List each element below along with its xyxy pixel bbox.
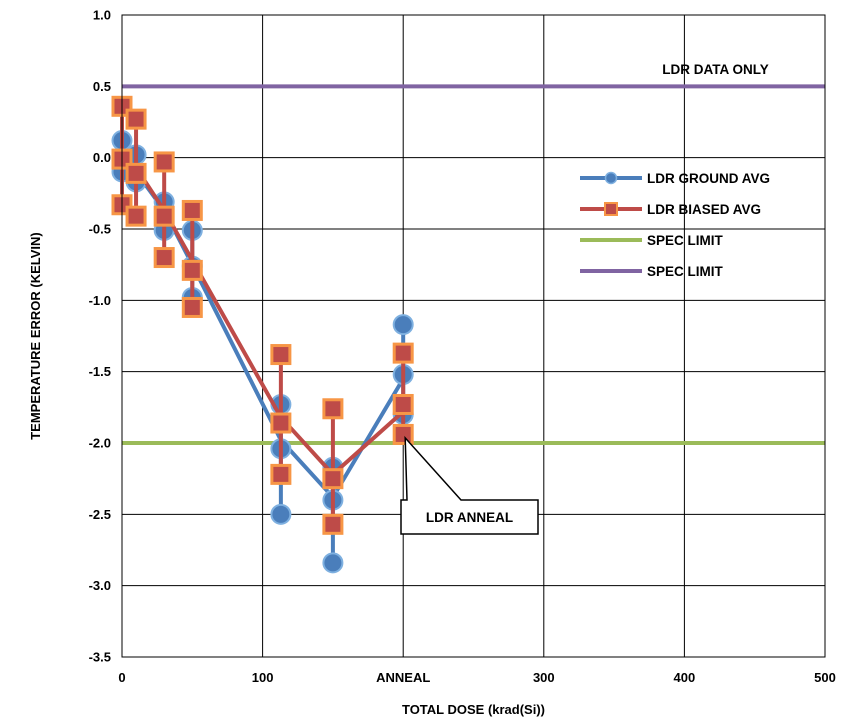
data-point (270, 463, 292, 485)
callout-box (400, 435, 539, 535)
data-point (125, 205, 147, 227)
data-point (181, 296, 203, 318)
x-tick-label: 300 (533, 670, 555, 685)
annotations: LDR DATA ONLY LDR ANNEAL (400, 62, 769, 535)
data-point (322, 398, 344, 420)
legend-item: LDR BIASED AVG (580, 202, 761, 217)
x-tick-label: ANNEAL (376, 670, 430, 685)
spec-limit-lines (122, 84, 825, 445)
data-point (270, 344, 292, 366)
data-point (181, 259, 203, 281)
y-tick-label: -3.5 (89, 650, 111, 665)
axes: 1.0 0.5 0.0 -0.5 -1.0 -1.5 -2.0 -2.5 -3.0 -3.5 0 10… (28, 8, 836, 718)
data-point (181, 199, 203, 221)
plot-frame (121, 14, 826, 658)
data-point (392, 423, 414, 445)
legend-item: LDR GROUND AVG (580, 171, 770, 186)
data-point (270, 412, 292, 434)
legend-label: SPEC LIMIT (647, 233, 724, 248)
legend: LDR GROUND AVG LDR BIASED AVG SPEC LIMIT SP… (580, 171, 770, 279)
legend-marker (604, 202, 618, 216)
callout-ldr-anneal: LDR ANNEAL (400, 435, 539, 535)
data-point (322, 513, 344, 535)
data-point (125, 162, 147, 184)
x-axis-title: TOTAL DOSE (krad(Si)) (402, 702, 545, 717)
y-tick-label: -1.0 (89, 293, 111, 308)
y-axis-title: TEMPERATURE ERROR (KELVIN) (28, 232, 43, 440)
data-point (153, 151, 175, 173)
data-point (392, 342, 414, 364)
x-tick-label: 0 (118, 670, 125, 685)
legend-label: SPEC LIMIT (647, 264, 724, 279)
data-point (153, 205, 175, 227)
y-tick-label: 1.0 (93, 8, 111, 23)
legend-label: LDR BIASED AVG (647, 202, 761, 217)
y-tick-label: 0.5 (93, 79, 111, 94)
x-tick-label: 500 (814, 670, 836, 685)
data-point (153, 247, 175, 269)
data-point (392, 314, 414, 336)
y-tick-label: 0.0 (93, 150, 111, 165)
data-point (270, 503, 292, 525)
callout-label: LDR ANNEAL (426, 510, 513, 525)
data-point (125, 108, 147, 130)
data-point (322, 468, 344, 490)
y-tick-label: -1.5 (89, 364, 111, 379)
x-tick-label: 100 (252, 670, 274, 685)
y-tick-label: -2.5 (89, 507, 111, 522)
data-point (392, 393, 414, 415)
legend-label: LDR GROUND AVG (647, 171, 770, 186)
annotation-ldr-data-only: LDR DATA ONLY (662, 62, 769, 77)
legend-marker (604, 171, 618, 185)
y-tick-label: -2.0 (89, 436, 111, 451)
legend-item: SPEC LIMIT (580, 233, 724, 248)
legend-item: SPEC LIMIT (580, 264, 724, 279)
y-tick-label: -3.0 (89, 578, 111, 593)
x-tick-label: 400 (674, 670, 696, 685)
data-point (322, 552, 344, 574)
y-tick-label: -0.5 (89, 222, 111, 237)
